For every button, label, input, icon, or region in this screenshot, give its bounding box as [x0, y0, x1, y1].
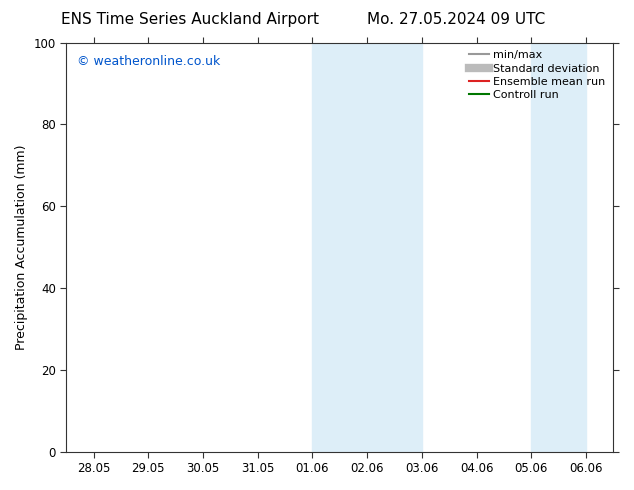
Bar [531, 43, 586, 452]
Legend: min/max, Standard deviation, Ensemble mean run, Controll run: min/max, Standard deviation, Ensemble me… [465, 46, 610, 105]
Y-axis label: Precipitation Accumulation (mm): Precipitation Accumulation (mm) [15, 145, 28, 350]
Text: Mo. 27.05.2024 09 UTC: Mo. 27.05.2024 09 UTC [367, 12, 546, 27]
Text: ENS Time Series Auckland Airport: ENS Time Series Auckland Airport [61, 12, 319, 27]
Bar [367, 43, 422, 452]
Text: © weatheronline.co.uk: © weatheronline.co.uk [77, 55, 221, 68]
Bar [313, 43, 367, 452]
